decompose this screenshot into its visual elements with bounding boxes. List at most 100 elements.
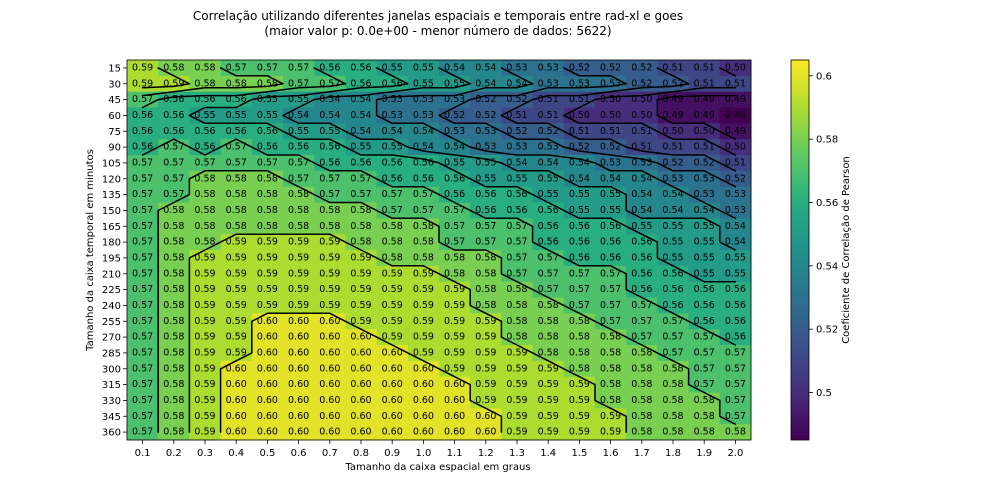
cell-value-label: 0.59 [538, 427, 559, 438]
cell-value-label: 0.53 [506, 62, 527, 73]
cell-value-label: 0.52 [444, 110, 465, 121]
cell-value-label: 0.59 [506, 347, 527, 358]
y-tick-label: 210 [102, 269, 121, 280]
contour-line [282, 67, 737, 251]
heatmap-cell [189, 360, 221, 378]
cell-value-label: 0.56 [413, 173, 434, 184]
heatmap-cell [407, 250, 440, 267]
heatmap-cell [501, 170, 533, 188]
cell-value-label: 0.57 [319, 78, 340, 89]
cell-value-label: 0.54 [662, 205, 683, 216]
cell-value-label: 0.58 [288, 189, 309, 200]
cell-value-label: 0.58 [538, 332, 559, 343]
heatmap-cell [688, 345, 721, 362]
cell-value-label: 0.58 [382, 221, 403, 232]
cell-value-label: 0.60 [475, 411, 496, 422]
cell-value-label: 0.57 [662, 316, 683, 327]
cell-value-label: 0.56 [631, 268, 652, 279]
heatmap-cell [563, 392, 596, 409]
heatmap-cell [220, 186, 253, 203]
x-tick-label: 1.9 [696, 448, 712, 459]
cell-value-label: 0.58 [694, 411, 715, 422]
contour-line [219, 312, 503, 433]
cell-value-label: 0.55 [257, 110, 278, 121]
heatmap-cell [158, 123, 190, 140]
cell-value-label: 0.54 [319, 94, 340, 105]
cell-value-label: 0.58 [569, 363, 590, 374]
cell-value-label: 0.56 [257, 126, 278, 137]
cell-value-label: 0.57 [288, 62, 309, 73]
cell-value-label: 0.59 [132, 78, 153, 89]
heatmap-cell [626, 360, 658, 378]
cell-value-label: 0.57 [569, 300, 590, 311]
heatmap-cell [283, 345, 315, 362]
cell-value-label: 0.58 [413, 221, 434, 232]
cell-value-label: 0.60 [475, 427, 496, 438]
heatmap-cell [314, 107, 346, 124]
cell-value-label: 0.59 [538, 411, 559, 422]
cell-value-label: 0.59 [538, 379, 559, 390]
cell-value-label: 0.58 [163, 379, 184, 390]
cell-value-label: 0.56 [694, 316, 715, 327]
heatmap-cell [251, 186, 284, 203]
heatmap-cell [220, 265, 253, 283]
cell-value-label: 0.52 [631, 78, 652, 89]
cell-value-label: 0.58 [288, 221, 309, 232]
heatmap-cell [563, 281, 596, 298]
heatmap-cell [407, 408, 440, 425]
heatmap-cell [158, 281, 190, 298]
heatmap-cell [345, 60, 377, 77]
heatmap-cell [127, 250, 159, 267]
colorbar [790, 59, 810, 441]
cell-value-label: 0.55 [538, 173, 559, 184]
heatmap-cell [345, 107, 377, 124]
cell-value-label: 0.55 [475, 173, 496, 184]
cell-value-label: 0.55 [257, 94, 278, 105]
cell-value-label: 0.56 [631, 252, 652, 263]
cell-value-label: 0.54 [725, 221, 746, 232]
heatmap-cell [345, 281, 377, 298]
heatmap-cell [158, 345, 190, 362]
cell-value-label: 0.58 [194, 221, 215, 232]
cell-value-label: 0.60 [288, 363, 309, 374]
cell-value-label: 0.60 [350, 379, 371, 390]
x-tick-label: 0.5 [259, 448, 275, 459]
heatmap-cell [251, 265, 284, 283]
cell-value-label: 0.54 [538, 157, 559, 168]
cell-value-label: 0.57 [600, 284, 621, 295]
cell-value-label: 0.56 [725, 284, 746, 295]
cell-value-label: 0.55 [226, 110, 247, 121]
cell-value-label: 0.56 [538, 221, 559, 232]
heatmap-cell [501, 139, 533, 156]
cell-value-label: 0.56 [132, 110, 153, 121]
cell-value-label: 0.57 [132, 157, 153, 168]
heatmap-cell [220, 392, 253, 409]
heatmap-cell [345, 218, 377, 235]
cell-value-label: 0.59 [226, 316, 247, 327]
cell-value-label: 0.55 [319, 126, 340, 137]
cell-value-label: 0.59 [506, 411, 527, 422]
heatmap-cell [127, 424, 159, 441]
cell-value-label: 0.60 [382, 427, 403, 438]
heatmap-cell [189, 60, 221, 77]
cell-value-label: 0.56 [475, 205, 496, 216]
cell-value-label: 0.57 [350, 173, 371, 184]
cell-value-label: 0.60 [382, 395, 403, 406]
cell-value-label: 0.58 [569, 332, 590, 343]
cell-value-label: 0.60 [288, 379, 309, 390]
cell-value-label: 0.57 [600, 268, 621, 279]
cell-value-label: 0.57 [163, 142, 184, 153]
cell-value-label: 0.57 [132, 427, 153, 438]
cell-value-label: 0.60 [350, 411, 371, 422]
cell-value-label: 0.55 [662, 252, 683, 263]
heatmap-cell [376, 408, 409, 425]
cell-value-label: 0.59 [288, 300, 309, 311]
cell-value-label: 0.58 [382, 252, 403, 263]
cell-value-label: 0.58 [631, 379, 652, 390]
cell-value-label: 0.57 [319, 173, 340, 184]
heatmap-cell [470, 155, 502, 172]
cell-value-label: 0.50 [725, 62, 746, 73]
cell-value-label: 0.57 [132, 237, 153, 248]
heatmap-cell [283, 360, 315, 378]
y-tick-label: 195 [102, 253, 121, 264]
